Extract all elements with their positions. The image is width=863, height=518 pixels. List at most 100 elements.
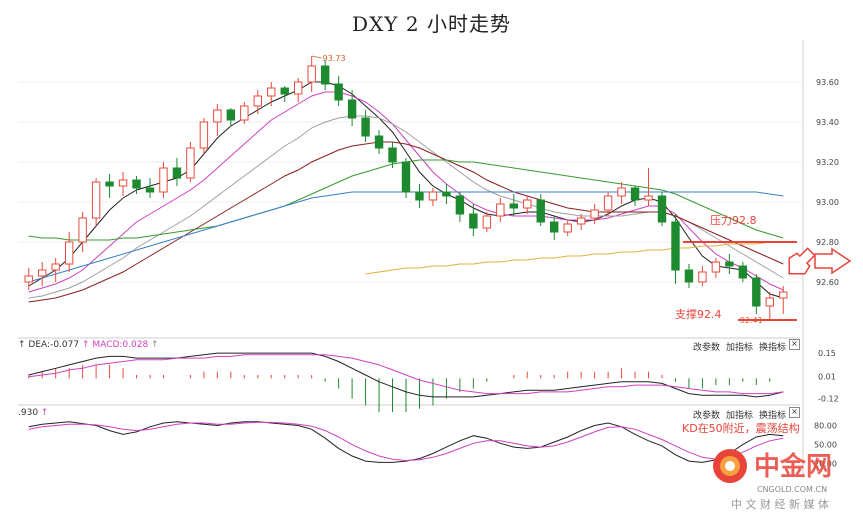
candle-body bbox=[779, 291, 788, 299]
candle-body bbox=[644, 195, 653, 201]
chart-title: DXY 2 小时走势 bbox=[352, 12, 511, 36]
moving-average-line bbox=[28, 115, 784, 299]
candle-body bbox=[725, 261, 734, 267]
candle-body bbox=[428, 191, 438, 201]
candle-body bbox=[550, 221, 559, 233]
logo-name: 中金网 bbox=[754, 451, 832, 482]
candle-body bbox=[51, 263, 60, 271]
candle-body bbox=[523, 199, 532, 209]
y-tick-label: 93.60 bbox=[816, 78, 839, 87]
candle-body bbox=[415, 191, 424, 201]
macd-label: MACD:0.028 bbox=[92, 340, 149, 350]
logo-tagline: 中 文 财 经 新 媒 体 bbox=[731, 497, 829, 511]
kd-k-line bbox=[28, 421, 784, 463]
change-params-button[interactable]: 改参数 bbox=[693, 411, 721, 421]
candle-body bbox=[671, 221, 680, 271]
y-tick-label: 93.40 bbox=[816, 118, 839, 127]
candle-body bbox=[617, 187, 626, 197]
candle-body bbox=[509, 203, 518, 209]
candle-body bbox=[320, 65, 330, 85]
switch-indicator-button[interactable]: 换指标 bbox=[759, 411, 787, 421]
change-params-button[interactable]: 改参数 bbox=[693, 343, 721, 353]
macd-y-tick-label: 0.15 bbox=[818, 349, 836, 358]
high-pointer bbox=[311, 55, 322, 59]
candle-body bbox=[698, 271, 707, 283]
candle-body bbox=[469, 213, 478, 229]
kd-y-tick-label: 20.00 bbox=[814, 460, 837, 469]
candle-body bbox=[347, 99, 357, 119]
up-arrow-icon: ↑ bbox=[81, 340, 90, 350]
candle-body bbox=[752, 277, 761, 307]
candle-body bbox=[361, 117, 370, 137]
moving-average-line bbox=[28, 81, 784, 299]
candle-body bbox=[374, 135, 384, 149]
close-icon[interactable]: × bbox=[789, 339, 800, 350]
macd-y-tick-label: -0.12 bbox=[818, 395, 839, 404]
add-indicator-button[interactable]: 加指标 bbox=[726, 343, 754, 353]
candle-body bbox=[738, 265, 748, 279]
candle-body bbox=[765, 297, 774, 307]
kd-indicator-header: .930 ↑ bbox=[18, 408, 48, 418]
close-icon[interactable]: × bbox=[789, 407, 800, 418]
candle-body bbox=[24, 275, 33, 283]
macd-y-tick-label: 0.01 bbox=[818, 373, 836, 382]
resistance-label: 压力92.8 bbox=[710, 214, 757, 227]
candle-body bbox=[603, 195, 613, 211]
cngold-logo: 中金网 CNGOLD.COM.CN 中 文 财 经 新 媒 体 bbox=[700, 446, 860, 514]
candle-body bbox=[455, 195, 465, 215]
right-arrow-icon bbox=[814, 247, 852, 275]
y-tick-label: 92.80 bbox=[816, 238, 839, 247]
up-arrow-icon: ↑ bbox=[40, 408, 49, 418]
candle-body bbox=[684, 269, 694, 283]
candle-body bbox=[267, 87, 276, 97]
add-indicator-button[interactable]: 加指标 bbox=[726, 411, 754, 421]
candle-body bbox=[132, 179, 141, 189]
candle-body bbox=[145, 187, 155, 193]
y-tick-label: 93.20 bbox=[816, 158, 839, 167]
candle-body bbox=[576, 217, 586, 225]
candle-body bbox=[38, 269, 47, 277]
logo-domain: CNGOLD.COM.CN bbox=[757, 485, 827, 494]
up-arrow-icon: ↑ bbox=[151, 340, 159, 350]
candle-body bbox=[401, 161, 411, 193]
y-tick-label: 93.00 bbox=[816, 198, 839, 207]
candle-body bbox=[213, 109, 222, 123]
candle-body bbox=[64, 241, 74, 265]
candle-body bbox=[334, 83, 343, 101]
candle-body bbox=[536, 199, 545, 223]
kd-y-tick-label: 50.00 bbox=[814, 441, 837, 450]
candle-body bbox=[294, 81, 303, 95]
candle-body bbox=[711, 261, 721, 273]
candle-body bbox=[630, 187, 640, 201]
candle-body bbox=[199, 121, 209, 149]
candle-body bbox=[105, 181, 114, 187]
high-value-label: 93.73 bbox=[323, 54, 346, 63]
candle-body bbox=[91, 181, 101, 219]
up-right-arrow-icon bbox=[788, 247, 816, 275]
candle-body bbox=[307, 65, 316, 83]
y-tick-label: 92.60 bbox=[816, 278, 839, 287]
candle-body bbox=[590, 209, 599, 219]
candle-body bbox=[657, 195, 667, 223]
moving-average-line bbox=[365, 241, 784, 275]
macd-dif-line bbox=[28, 352, 784, 398]
support-label: 支撑92.4 bbox=[675, 307, 722, 321]
moving-average-line bbox=[28, 141, 784, 303]
candle-body bbox=[253, 95, 262, 107]
candle-body bbox=[226, 109, 236, 121]
candle-body bbox=[78, 217, 87, 243]
kd-annotation: KD在50附近，震荡结构 bbox=[682, 421, 800, 435]
candle-body bbox=[496, 203, 505, 217]
candle-body bbox=[159, 167, 168, 193]
switch-indicator-button[interactable]: 换指标 bbox=[759, 343, 787, 353]
candle-body bbox=[482, 215, 492, 229]
candle-body bbox=[388, 147, 397, 163]
moving-average-line bbox=[28, 91, 784, 293]
kd-label: .930 bbox=[18, 408, 39, 418]
macd-dea-line bbox=[28, 354, 784, 395]
candle-body bbox=[240, 105, 249, 121]
candle-body bbox=[186, 147, 195, 179]
kd-d-line bbox=[28, 421, 784, 462]
kd-y-tick-label: 80.00 bbox=[814, 422, 837, 431]
